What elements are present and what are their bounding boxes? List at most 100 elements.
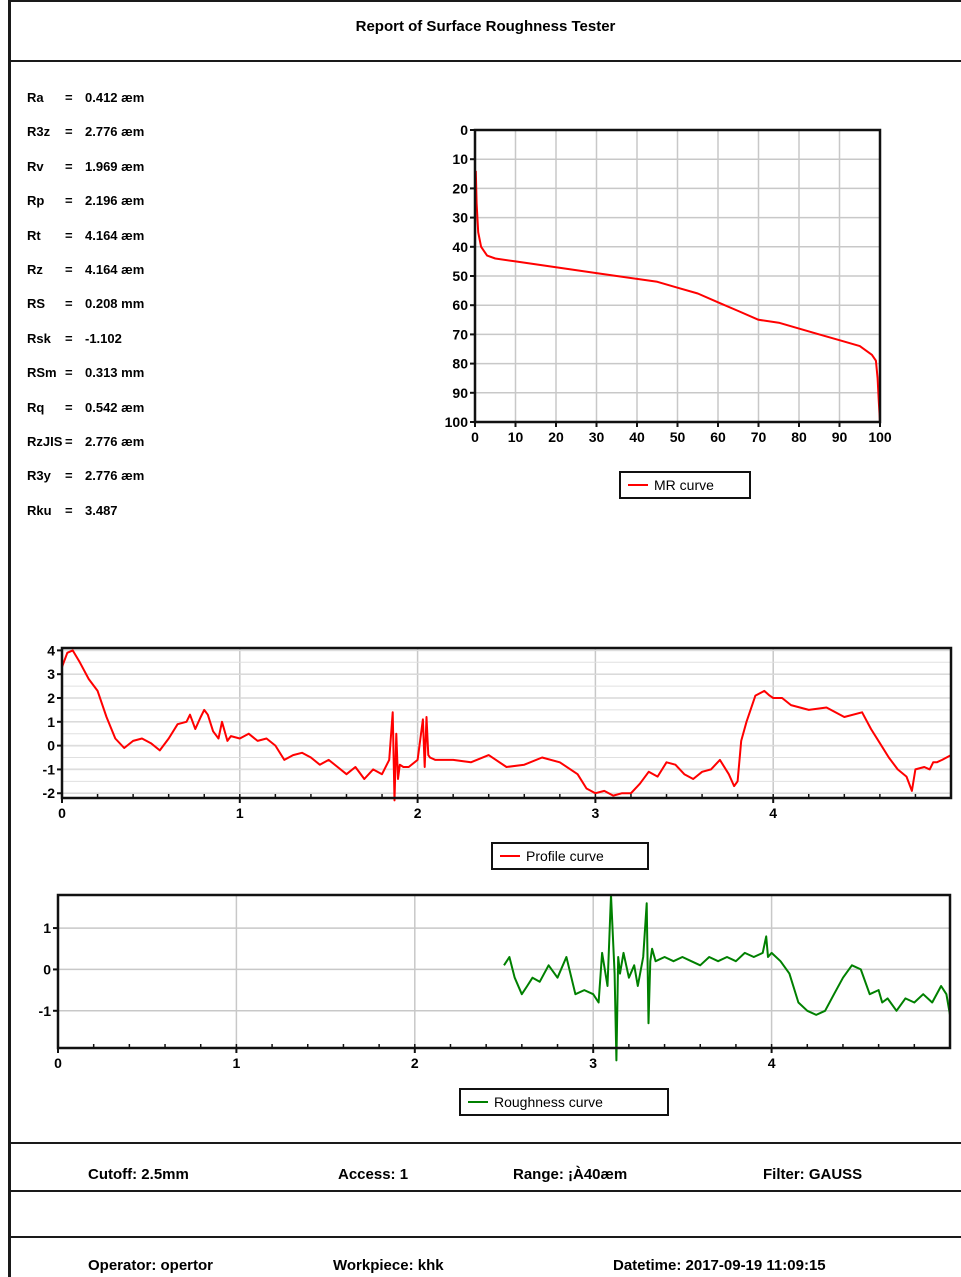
parameter-row: Rv = 1.969 æm bbox=[27, 159, 144, 193]
y-tick-label: -2 bbox=[43, 785, 56, 801]
report-left-border bbox=[8, 0, 11, 1277]
legend-box bbox=[459, 1088, 669, 1116]
y-tick-label: 4 bbox=[47, 642, 55, 658]
parameter-equals: = bbox=[65, 330, 73, 346]
parameter-list: Ra = 0.412 æm R3z = 2.776 æm Rv = 1.969 æm Rp = 2.1… bbox=[27, 90, 144, 537]
parameter-value: 2.196 æm bbox=[85, 193, 145, 209]
access-text: Access: 1 bbox=[338, 1166, 409, 1183]
y-tick-label: 3 bbox=[47, 666, 55, 682]
x-tick-label: 1 bbox=[233, 1055, 241, 1071]
parameter-equals: = bbox=[65, 365, 73, 381]
x-tick-label: 0 bbox=[58, 805, 66, 821]
workpiece-text: Workpiece: khk bbox=[333, 1257, 444, 1274]
footer-divider-middle bbox=[10, 1190, 961, 1192]
y-tick-label: 2 bbox=[47, 690, 55, 706]
parameter-equals: = bbox=[65, 158, 73, 174]
x-tick-label: 90 bbox=[832, 429, 848, 445]
x-tick-label: 40 bbox=[629, 429, 645, 445]
parameter-value: 2.776 æm bbox=[85, 468, 145, 484]
x-tick-label: 4 bbox=[768, 1055, 776, 1071]
y-tick-label: 0 bbox=[43, 961, 51, 977]
y-tick-label: 1 bbox=[47, 714, 55, 730]
parameter-row: Ra = 0.412 æm bbox=[27, 90, 144, 124]
footer-divider-bottom bbox=[10, 1236, 961, 1238]
parameter-value: 2.776 æm bbox=[85, 433, 145, 449]
legend-label: Roughness curve bbox=[494, 1094, 603, 1110]
plot-area bbox=[62, 648, 951, 798]
parameter-name: R3y bbox=[27, 468, 51, 484]
parameter-row: RS = 0.208 mm bbox=[27, 296, 144, 330]
parameter-row: Rt = 4.164 æm bbox=[27, 228, 144, 262]
profile-curve-chart: 0 1 2 3 4 4 3 2 1 0 -1 -2 Profile curve bbox=[43, 642, 953, 870]
y-tick-label: 10 bbox=[452, 151, 468, 167]
y-tick-label: 40 bbox=[452, 239, 468, 255]
plot-frame bbox=[56, 893, 952, 1050]
x-tick-label: 70 bbox=[751, 429, 767, 445]
x-tick-label: 4 bbox=[769, 805, 777, 821]
x-tick-label: 20 bbox=[548, 429, 564, 445]
parameter-name: R3z bbox=[27, 124, 51, 140]
x-tick-label: 10 bbox=[508, 429, 524, 445]
parameter-row: Rq = 0.542 æm bbox=[27, 400, 144, 434]
parameter-name: Ra bbox=[27, 90, 44, 105]
x-tick-label: 1 bbox=[236, 805, 244, 821]
parameter-equals: = bbox=[65, 399, 73, 415]
y-tick-label: 100 bbox=[445, 414, 469, 430]
roughness-curve-chart: 0 1 2 3 4 1 0 -1 Roughness curve bbox=[39, 893, 952, 1116]
x-tick-label: 100 bbox=[868, 429, 892, 445]
x-tick-label: 30 bbox=[589, 429, 605, 445]
top-border bbox=[10, 0, 961, 2]
parameter-row: R3z = 2.776 æm bbox=[27, 124, 144, 158]
parameter-value: 0.208 mm bbox=[85, 296, 145, 312]
parameter-equals: = bbox=[65, 90, 73, 105]
parameter-value: 4.164 æm bbox=[85, 261, 145, 277]
series-line bbox=[474, 170, 881, 423]
y-tick-label: -1 bbox=[43, 761, 56, 777]
parameter-row: RzJIS = 2.776 æm bbox=[27, 434, 144, 468]
parameter-row: RSm = 0.313 mm bbox=[27, 365, 144, 399]
parameter-value: 3.487 bbox=[85, 502, 118, 518]
parameter-name: Rv bbox=[27, 158, 44, 174]
x-tick-label: 0 bbox=[471, 429, 479, 445]
plot-frame bbox=[60, 646, 953, 800]
parameter-name: Rt bbox=[27, 227, 41, 243]
parameter-value: -1.102 bbox=[85, 330, 122, 346]
parameter-row: Rz = 4.164 æm bbox=[27, 262, 144, 296]
parameter-equals: = bbox=[65, 502, 73, 518]
parameter-name: RS bbox=[27, 296, 46, 312]
y-tick-label: 60 bbox=[452, 297, 468, 313]
series-line bbox=[61, 649, 952, 802]
range-text: Range: ¡À40æm bbox=[513, 1166, 628, 1183]
report-title: Report of Surface Roughness Tester bbox=[355, 18, 616, 35]
parameter-equals: = bbox=[65, 227, 73, 243]
parameter-name: Rp bbox=[27, 193, 45, 209]
footer-divider-top bbox=[10, 1142, 961, 1144]
parameter-name: Rq bbox=[27, 399, 45, 415]
legend-label: MR curve bbox=[654, 477, 714, 493]
parameter-equals: = bbox=[65, 433, 73, 449]
parameter-name: RzJIS bbox=[27, 433, 63, 449]
parameter-equals: = bbox=[65, 296, 73, 312]
datetime-text: Datetime: 2017-09-19 11:09:15 bbox=[613, 1257, 826, 1274]
series-line bbox=[503, 894, 951, 1062]
parameter-value: 0.542 æm bbox=[85, 399, 145, 415]
parameter-equals: = bbox=[65, 468, 73, 484]
y-tick-label: 20 bbox=[452, 180, 468, 196]
plot-area bbox=[58, 895, 950, 1048]
x-tick-label: 80 bbox=[791, 429, 807, 445]
x-tick-label: 3 bbox=[592, 805, 600, 821]
y-tick-label: -1 bbox=[39, 1003, 52, 1019]
y-tick-label: 1 bbox=[43, 920, 51, 936]
parameter-value: 0.412 æm bbox=[85, 90, 145, 105]
parameter-value: 2.776 æm bbox=[85, 124, 145, 140]
x-tick-label: 50 bbox=[670, 429, 686, 445]
y-tick-label: 90 bbox=[452, 385, 468, 401]
x-tick-label: 2 bbox=[414, 805, 422, 821]
x-tick-label: 0 bbox=[54, 1055, 62, 1071]
parameter-equals: = bbox=[65, 193, 73, 209]
filter-text: Filter: GAUSS bbox=[763, 1166, 863, 1183]
y-tick-label: 30 bbox=[452, 210, 468, 226]
y-tick-label: 0 bbox=[47, 738, 55, 754]
parameter-name: Rsk bbox=[27, 330, 51, 346]
parameter-value: 4.164 æm bbox=[85, 227, 145, 243]
